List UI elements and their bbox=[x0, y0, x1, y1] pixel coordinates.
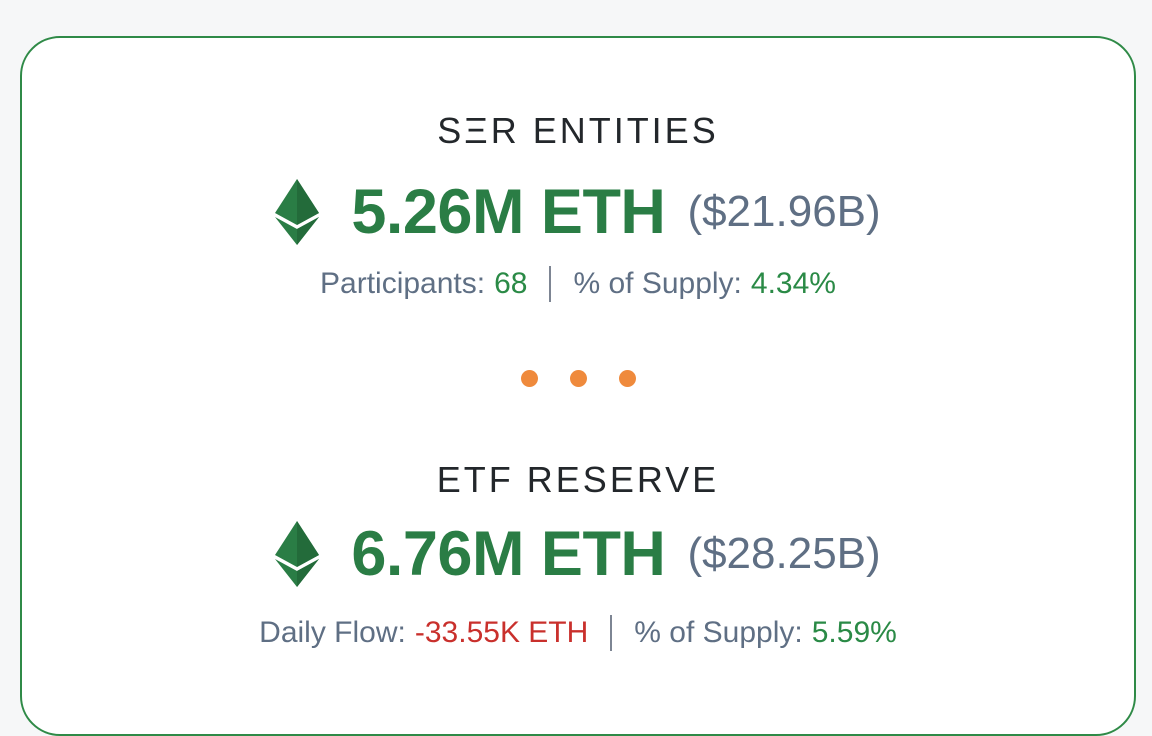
dot bbox=[569, 370, 587, 387]
ser-entities-stats-row: Participants: 68 % of Supply: 4.34% bbox=[22, 264, 1134, 304]
supply-percent-value: 5.59% bbox=[811, 616, 897, 649]
participants-value: 68 bbox=[494, 267, 528, 300]
dot bbox=[520, 370, 538, 387]
ser-entities-usd-value: ($21.96B) bbox=[687, 187, 881, 236]
ethereum-icon bbox=[275, 179, 320, 245]
reserve-card: SΞR ENTITIES 5.26M ETH ($21.96B) Partici… bbox=[20, 36, 1136, 736]
etf-reserve-amount-row: 6.76M ETH ($28.25B) bbox=[22, 516, 1134, 592]
ser-entities-amount-row: 5.26M ETH ($21.96B) bbox=[22, 174, 1134, 250]
daily-flow-label: Daily Flow: bbox=[259, 616, 406, 649]
dot bbox=[618, 370, 636, 387]
etf-reserve-stats-row: Daily Flow: -33.55K ETH % of Supply: 5.5… bbox=[22, 613, 1134, 653]
stat-separator bbox=[549, 266, 552, 302]
etf-reserve-usd-value: ($28.25B) bbox=[687, 529, 881, 578]
ethereum-icon bbox=[275, 521, 320, 587]
supply-percent-label: % of Supply: bbox=[573, 267, 742, 300]
section-title-ser-entities: SΞR ENTITIES bbox=[437, 110, 719, 151]
supply-percent-value: 4.34% bbox=[750, 267, 836, 300]
stat-separator bbox=[610, 615, 613, 651]
ser-entities-eth-amount: 5.26M ETH bbox=[351, 177, 666, 247]
section-title-etf-reserve: ETF RESERVE bbox=[436, 459, 720, 500]
daily-flow-value: -33.55K ETH bbox=[414, 616, 589, 649]
more-dots-icon bbox=[22, 370, 1134, 387]
etf-reserve-eth-amount: 6.76M ETH bbox=[351, 519, 666, 589]
participants-label: Participants: bbox=[320, 267, 486, 300]
supply-percent-label: % of Supply: bbox=[634, 616, 803, 649]
